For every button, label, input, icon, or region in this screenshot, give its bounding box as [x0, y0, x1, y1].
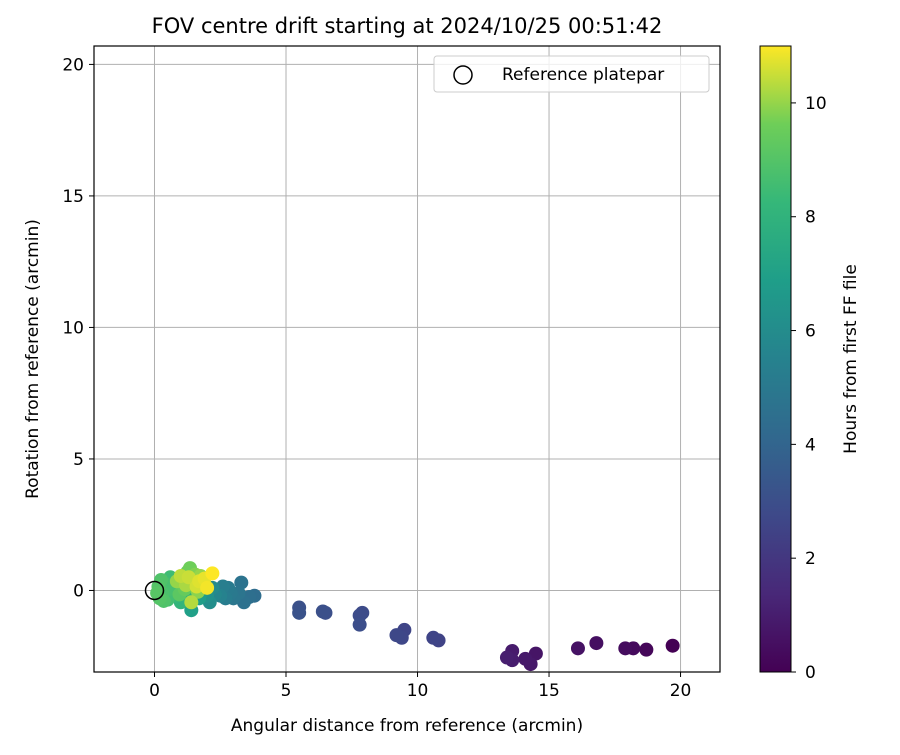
colorbar: [759, 45, 792, 673]
y-tick-label: 5: [73, 450, 84, 470]
reference-platepar-marker: [144, 580, 165, 601]
data-point: [618, 641, 633, 656]
data-point: [292, 605, 307, 620]
data-point: [570, 641, 585, 656]
data-points: [150, 561, 680, 672]
colorbar-label: Hours from first FF file: [841, 264, 861, 454]
data-point: [181, 570, 196, 585]
data-point: [518, 651, 533, 666]
legend-reference-marker: [453, 65, 473, 85]
data-point: [499, 650, 514, 665]
data-point: [528, 646, 543, 661]
legend-reference-label: Reference platepar: [502, 65, 664, 85]
y-axis-ticks: 0 5 10 15 20: [62, 55, 94, 601]
x-tick-label: 10: [407, 681, 429, 701]
x-tick-label: 0: [149, 681, 160, 701]
y-tick-label: 0: [73, 581, 84, 601]
x-tick-label: 5: [281, 681, 292, 701]
x-tick-label: 15: [538, 681, 560, 701]
data-point: [200, 580, 215, 595]
data-point: [426, 630, 441, 645]
reference-marker-layer: [144, 580, 165, 601]
data-point: [205, 566, 220, 581]
chart-title: FOV centre drift starting at 2024/10/25 …: [152, 14, 663, 38]
plot-frame: [93, 45, 721, 673]
colorbar-ticks: 0 2 4 6 8 10: [791, 94, 827, 683]
legend-box: [433, 55, 710, 93]
legend: Reference platepar: [433, 55, 710, 93]
colorbar-tick-label: 2: [805, 549, 816, 569]
data-point: [589, 636, 604, 651]
data-point: [639, 642, 654, 657]
y-tick-label: 15: [62, 187, 84, 207]
y-tick-label: 10: [62, 318, 84, 338]
data-point: [665, 638, 680, 653]
plot-area: [94, 46, 720, 672]
colorbar-tick-label: 0: [805, 663, 816, 683]
data-point: [234, 575, 249, 590]
colorbar-tick-label: 8: [805, 208, 816, 228]
data-point: [184, 595, 199, 610]
data-point: [315, 604, 330, 619]
colorbar-tick-label: 6: [805, 322, 816, 342]
data-point: [352, 617, 367, 632]
colorbar-tick-label: 4: [805, 435, 816, 455]
y-tick-label: 20: [62, 55, 84, 75]
y-axis-label: Rotation from reference (arcmin): [23, 219, 43, 499]
x-axis-ticks: 0 5 10 15 20: [149, 672, 691, 701]
data-point: [389, 628, 404, 643]
x-tick-label: 20: [670, 681, 692, 701]
x-axis-label: Angular distance from reference (arcmin): [231, 716, 583, 736]
data-point: [150, 586, 165, 601]
colorbar-tick-label: 10: [805, 94, 827, 114]
